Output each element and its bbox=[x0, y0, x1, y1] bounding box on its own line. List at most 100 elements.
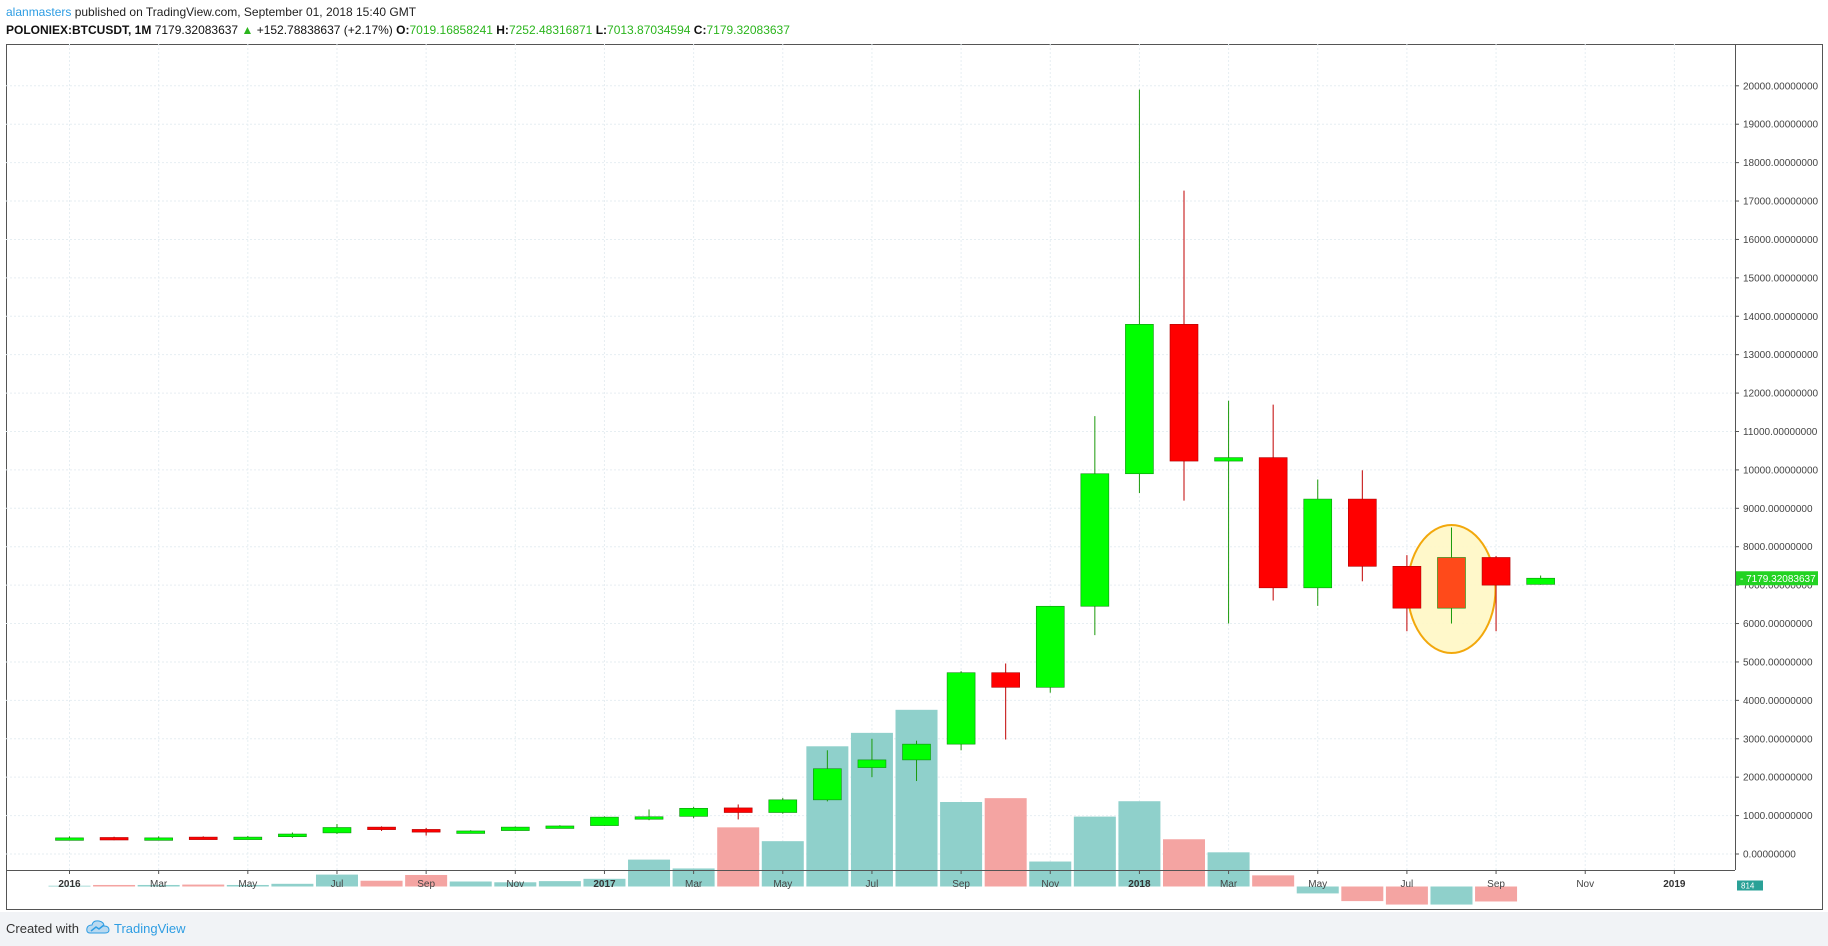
candle-body bbox=[144, 837, 173, 841]
candle-body bbox=[590, 816, 619, 826]
candle bbox=[1348, 470, 1377, 582]
candle bbox=[813, 750, 842, 802]
candle bbox=[233, 835, 263, 840]
symbol-name: POLONIEX:BTCUSDT, 1M bbox=[6, 23, 152, 37]
open-value: 7019.16858241 bbox=[409, 23, 493, 37]
low-value: 7013.87034594 bbox=[607, 23, 691, 37]
symbol-ohlc-line: POLONIEX:BTCUSDT, 1M 7179.32083637 ▲ +15… bbox=[6, 21, 790, 39]
candle bbox=[1526, 575, 1555, 585]
volume-bar bbox=[1207, 852, 1250, 887]
candle-body bbox=[500, 826, 530, 831]
time-axis: 2016 Mar May Jul Sep Nov 2017 Mar May Jul Sep Nov 20… bbox=[6, 870, 1735, 890]
volume-bar bbox=[1341, 886, 1384, 902]
volume-bar bbox=[1029, 861, 1072, 887]
tradingview-link[interactable]: TradingView bbox=[114, 921, 186, 936]
time-tick-label: 2018 bbox=[1128, 879, 1151, 890]
candle-body bbox=[1214, 457, 1243, 462]
volume-bar bbox=[717, 827, 760, 887]
candle bbox=[857, 738, 887, 778]
close-value: 7179.32083637 bbox=[706, 23, 790, 37]
time-tick-label: Sep bbox=[1487, 879, 1505, 890]
candle bbox=[723, 804, 753, 820]
low-key: L: bbox=[595, 23, 608, 37]
candle-body bbox=[768, 799, 798, 813]
volume-bar bbox=[761, 841, 804, 887]
time-tick-label: Mar bbox=[1220, 879, 1238, 890]
price-tick-label: 16000.00000000 bbox=[1743, 235, 1819, 246]
price-tick-label: 12000.00000000 bbox=[1743, 389, 1819, 400]
candle-body bbox=[679, 807, 708, 817]
volume-bar bbox=[1385, 886, 1428, 905]
candle bbox=[1258, 404, 1288, 601]
price-tick-label: 1000.00000000 bbox=[1743, 811, 1813, 822]
price-tick-label: 3000.00000000 bbox=[1743, 734, 1813, 745]
price-change: +152.78838637 (+2.17%) bbox=[256, 23, 393, 37]
price-tick-label: 18000.00000000 bbox=[1743, 158, 1819, 169]
tradingview-cloud-icon bbox=[86, 920, 110, 934]
time-tick-label: Mar bbox=[150, 879, 168, 890]
chart-frame bbox=[6, 44, 1823, 910]
price-tick-label: 0.00000000 bbox=[1743, 850, 1796, 861]
candle bbox=[902, 740, 931, 782]
price-tick-label: 2000.00000000 bbox=[1743, 773, 1813, 784]
candle bbox=[679, 806, 708, 819]
volume-bar bbox=[93, 884, 136, 887]
volume-bar bbox=[182, 884, 225, 887]
price-tick-label: 14000.00000000 bbox=[1743, 312, 1819, 323]
candle-body bbox=[188, 836, 218, 840]
candle-body bbox=[946, 672, 976, 745]
candle-body bbox=[545, 825, 575, 829]
author-link[interactable]: alanmasters bbox=[6, 5, 72, 19]
time-tick-label: 2017 bbox=[593, 879, 616, 890]
candle-body bbox=[1392, 566, 1422, 609]
candle-body bbox=[634, 816, 664, 820]
time-tick-label: May bbox=[238, 879, 257, 890]
candle bbox=[1214, 400, 1243, 624]
time-tick-label: 2019 bbox=[1663, 879, 1686, 890]
price-tick-label: 6000.00000000 bbox=[1743, 619, 1813, 630]
price-chart[interactable]: 20000.00000000 19000.00000000 18000.000000… bbox=[6, 44, 1823, 910]
volume-tag-label: 814 bbox=[1741, 882, 1755, 891]
high-value: 7252.48316871 bbox=[508, 23, 593, 37]
candle bbox=[1169, 190, 1199, 501]
volume-bar bbox=[315, 874, 358, 887]
volume-bar bbox=[494, 882, 537, 887]
volume-bar bbox=[271, 883, 314, 887]
current-price-tag: - 7179.32083637 bbox=[1736, 571, 1818, 586]
candle-body bbox=[411, 829, 441, 833]
time-tick-label: May bbox=[773, 879, 792, 890]
price-tick-label: 8000.00000000 bbox=[1743, 542, 1813, 553]
candle-body bbox=[1481, 557, 1511, 586]
price-tick-label: 13000.00000000 bbox=[1743, 350, 1819, 361]
candle-body bbox=[1303, 498, 1333, 589]
price-tick-label: 9000.00000000 bbox=[1743, 504, 1813, 515]
candle-body bbox=[857, 759, 887, 768]
candle bbox=[991, 663, 1020, 740]
volume-bar bbox=[1252, 875, 1295, 887]
candles bbox=[55, 89, 1555, 841]
volume-bar bbox=[895, 709, 938, 887]
volume-bar bbox=[48, 885, 91, 887]
price-tick-label: 20000.00000000 bbox=[1743, 81, 1819, 92]
candle-body bbox=[723, 807, 753, 813]
time-tick-label: 2016 bbox=[58, 879, 81, 890]
candle bbox=[500, 826, 530, 831]
volume-tag-box bbox=[1737, 880, 1763, 891]
candle-body bbox=[55, 837, 84, 841]
price-tick-label: 4000.00000000 bbox=[1743, 696, 1813, 707]
candle-body bbox=[99, 837, 129, 841]
last-price: 7179.32083637 bbox=[154, 23, 239, 37]
candle-body bbox=[813, 768, 842, 801]
price-tick-label: 19000.00000000 bbox=[1743, 120, 1819, 131]
candle-body bbox=[1080, 473, 1110, 607]
candle-body bbox=[1035, 605, 1065, 688]
volume-bar bbox=[1296, 886, 1339, 894]
time-tick-label: Jul bbox=[1401, 879, 1414, 890]
price-tick-label: 5000.00000000 bbox=[1743, 657, 1813, 668]
candle bbox=[1481, 555, 1511, 632]
candle-body bbox=[991, 672, 1020, 688]
candle-body bbox=[456, 830, 486, 834]
candle bbox=[768, 797, 798, 814]
volume-bar bbox=[449, 881, 492, 887]
time-tick-label: Mar bbox=[685, 879, 703, 890]
